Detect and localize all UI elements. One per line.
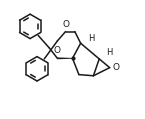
- Polygon shape: [57, 57, 72, 59]
- Text: H: H: [106, 48, 113, 57]
- Text: O: O: [62, 20, 69, 29]
- Text: H: H: [88, 34, 95, 43]
- Text: O: O: [112, 63, 119, 72]
- Text: O: O: [53, 46, 60, 55]
